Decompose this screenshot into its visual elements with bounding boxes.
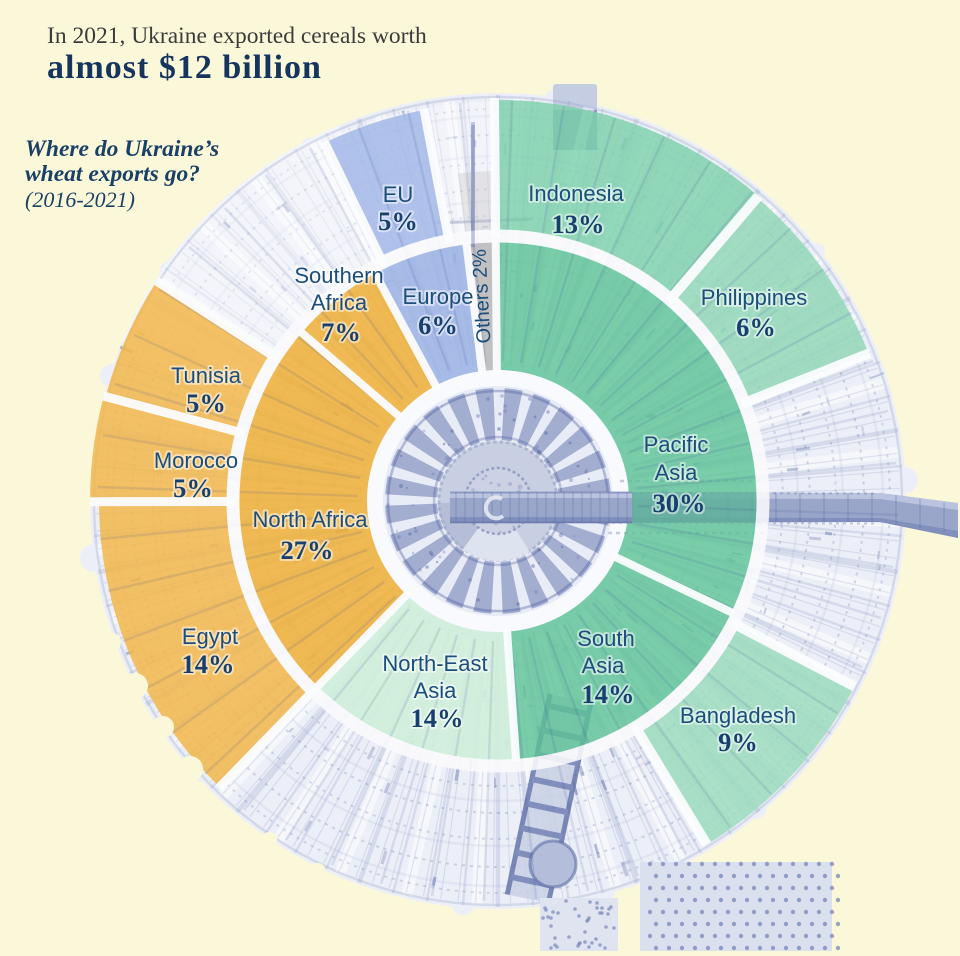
svg-text:14%: 14%: [411, 703, 464, 733]
svg-text:6%: 6%: [418, 310, 458, 340]
svg-text:almost $12 billion: almost $12 billion: [47, 49, 322, 86]
svg-text:Philippines: Philippines: [701, 285, 807, 310]
svg-text:5%: 5%: [378, 206, 418, 236]
svg-text:(2016-2021): (2016-2021): [25, 187, 135, 212]
svg-text:EU: EU: [383, 182, 414, 207]
svg-text:9%: 9%: [718, 727, 758, 757]
svg-text:North-East: North-East: [382, 651, 487, 676]
svg-text:7%: 7%: [321, 317, 361, 347]
svg-text:North Africa: North Africa: [253, 507, 369, 532]
svg-text:Bangladesh: Bangladesh: [680, 703, 796, 728]
svg-text:Europe: Europe: [403, 284, 474, 309]
svg-text:Asia: Asia: [582, 653, 626, 678]
svg-text:13%: 13%: [552, 209, 605, 239]
svg-text:30%: 30%: [653, 488, 706, 518]
svg-text:14%: 14%: [182, 649, 235, 679]
svg-text:Indonesia: Indonesia: [528, 181, 624, 206]
svg-text:5%: 5%: [173, 473, 213, 503]
svg-text:Pacific: Pacific: [644, 432, 709, 457]
svg-text:Morocco: Morocco: [154, 448, 238, 473]
svg-text:Asia: Asia: [655, 460, 699, 485]
svg-text:In 2021, Ukraine exported cere: In 2021, Ukraine exported cereals worth: [47, 23, 427, 49]
svg-text:Tunisia: Tunisia: [171, 363, 242, 388]
svg-text:Southern: Southern: [294, 263, 383, 288]
svg-text:Asia: Asia: [414, 678, 458, 703]
svg-text:Where do Ukraine’s: Where do Ukraine’s: [25, 136, 219, 162]
svg-text:Africa: Africa: [311, 290, 368, 315]
svg-text:14%: 14%: [582, 679, 635, 709]
svg-text:6%: 6%: [736, 312, 776, 342]
svg-text:Egypt: Egypt: [182, 624, 238, 649]
svg-text:27%: 27%: [281, 535, 334, 565]
svg-text:wheat exports go?: wheat exports go?: [25, 161, 200, 187]
svg-text:South: South: [577, 626, 635, 651]
svg-text:5%: 5%: [186, 388, 226, 418]
